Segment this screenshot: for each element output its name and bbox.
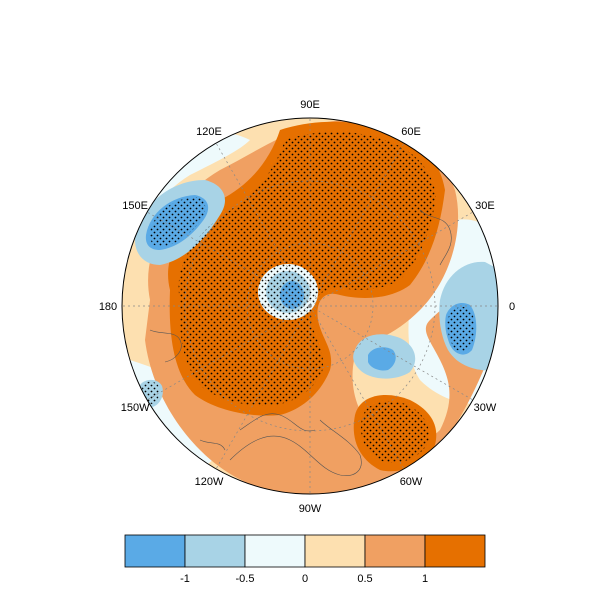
lon-label-90w: 90W xyxy=(299,503,322,515)
lon-label-30w: 30W xyxy=(474,402,497,414)
lon-label-60e: 60E xyxy=(401,126,421,138)
lon-label-120e: 120E xyxy=(196,126,222,138)
colorbar-swatch xyxy=(244,534,306,568)
lon-label-150e: 150E xyxy=(122,200,148,212)
graticule xyxy=(122,118,498,494)
colorbar-swatch xyxy=(184,534,246,568)
lon-label-120w: 120W xyxy=(195,476,224,488)
lon-label-0: 0 xyxy=(509,301,515,313)
lon-label-60w: 60W xyxy=(400,476,423,488)
lon-label-30e: 30E xyxy=(475,200,495,212)
lon-label-90e: 90E xyxy=(300,99,320,111)
map-disc-outline xyxy=(121,117,499,495)
field-se-blue xyxy=(368,347,396,371)
colorbar-tick-label: 0.5 xyxy=(357,573,372,585)
colorbar-tick-label: -1 xyxy=(180,573,190,585)
stipple-se xyxy=(360,401,430,463)
lon-label-150w: 150W xyxy=(121,402,150,414)
colorbar-tick-label: 1 xyxy=(422,573,428,585)
colorbar-tick-label: 0 xyxy=(302,573,308,585)
colorbar-swatch xyxy=(424,534,486,568)
longitude-labels: 90E 60E 30E 0 30W 60W 90W 120W 150W 180 150E 120E xyxy=(99,99,515,515)
colorbar-swatch xyxy=(124,534,186,568)
colorbar-tick-label: -0.5 xyxy=(236,573,255,585)
colorbar-swatch xyxy=(364,534,426,568)
colorbar-swatch xyxy=(304,534,366,568)
stipple-east-low xyxy=(447,306,475,352)
colorbar: -1 -0.5 0 0.5 1 xyxy=(124,534,486,585)
lon-label-180: 180 xyxy=(99,301,117,313)
coastlines xyxy=(149,209,452,476)
map-disc xyxy=(122,118,498,494)
stipple-west-low xyxy=(149,197,206,247)
stipple-main xyxy=(178,131,437,406)
